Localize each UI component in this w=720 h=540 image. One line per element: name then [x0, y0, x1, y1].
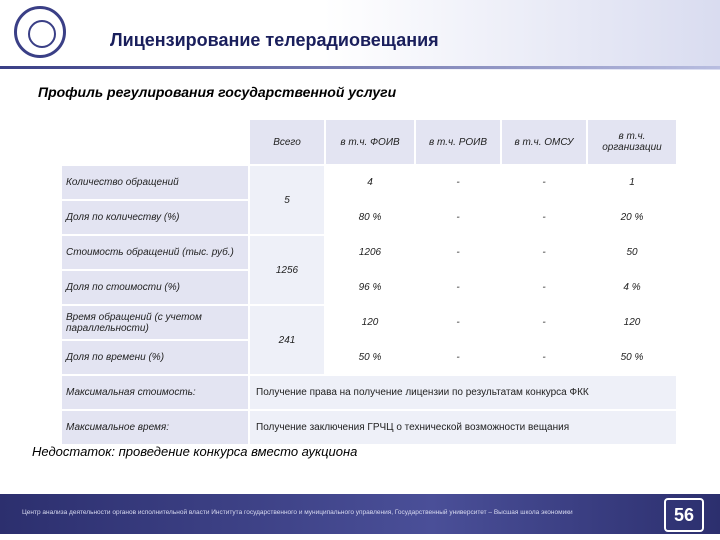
page-number: 56 [664, 498, 704, 532]
column-header: в т.ч. организации [588, 120, 676, 164]
note-text: Получение права на получение лицензии по… [250, 376, 676, 409]
title: Лицензирование телерадиовещания [110, 30, 439, 50]
table: Всего в т.ч. ФОИВ в т.ч. РОИВ в т.ч. ОМСУ в … [60, 118, 678, 446]
total-cell: 241 [250, 306, 324, 374]
column-header: в т.ч. ФОИВ [326, 120, 414, 164]
note-label: Максимальная стоимость: [62, 376, 248, 409]
cell: - [456, 317, 460, 328]
row-label: Доля по времени (%) [62, 341, 248, 374]
cell: 4 % [623, 282, 641, 293]
cell: - [542, 247, 546, 258]
footer: Центр анализа деятельности органов испол… [0, 494, 720, 534]
total-cell: 1256 [250, 236, 324, 304]
logo [14, 6, 66, 58]
cell: 80 % [358, 212, 382, 223]
cell: 120 [623, 317, 641, 328]
cell: 96 % [358, 282, 382, 293]
cell: 50 % [620, 352, 644, 363]
cell: 20 % [620, 212, 644, 223]
cell: - [542, 212, 546, 223]
cell: - [456, 352, 460, 363]
cell: 50 % [358, 352, 382, 363]
cell: 4 [367, 177, 373, 188]
subtitle: Профиль регулирования государственной ус… [38, 84, 397, 100]
total-cell: 5 [250, 166, 324, 234]
row-label: Доля по количеству (%) [62, 201, 248, 234]
column-header: Всего [250, 120, 324, 164]
cell: 50 [626, 247, 638, 258]
header-rule [0, 66, 720, 69]
cell: 1 [629, 177, 635, 188]
footer-text: Центр анализа деятельности органов испол… [22, 509, 573, 516]
cell: - [456, 177, 460, 188]
cell: - [542, 352, 546, 363]
note-label: Максимальное время: [62, 411, 248, 444]
note-text: Получение заключения ГРЧЦ о технической … [250, 411, 676, 444]
cell: - [542, 177, 546, 188]
cell: - [456, 247, 460, 258]
row-label: Количество обращений [62, 166, 248, 199]
row-label: Доля по стоимости (%) [62, 271, 248, 304]
cell: - [456, 212, 460, 223]
cell: 120 [361, 317, 379, 328]
header-band: Лицензирование телерадиовещания [0, 0, 720, 70]
row-label: Стоимость обращений (тыс. руб.) [62, 236, 248, 269]
cell: - [542, 317, 546, 328]
drawback: Недостаток: проведение конкурса вместо а… [32, 444, 358, 459]
cell: - [456, 282, 460, 293]
cell: 1206 [358, 247, 382, 258]
row-label: Время обращений (с учетом параллельности… [62, 306, 248, 339]
column-header: в т.ч. ОМСУ [502, 120, 586, 164]
column-header: в т.ч. РОИВ [416, 120, 500, 164]
cell: - [542, 282, 546, 293]
